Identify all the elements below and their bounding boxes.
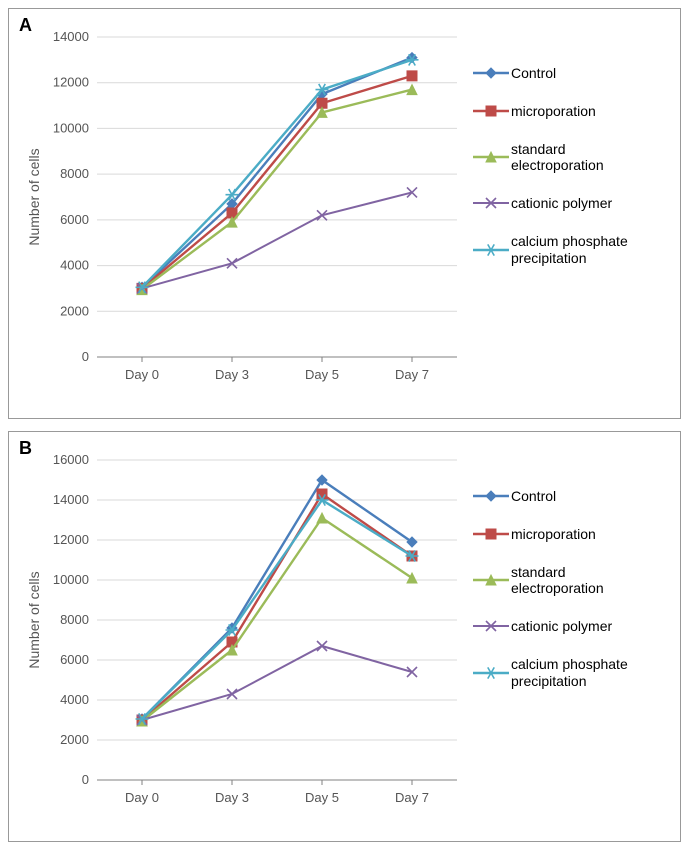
xtick-label: Day 5 [305,367,339,382]
legend-item: Control [471,488,674,504]
legend-marker-icon [471,526,511,542]
legend-marker-icon [471,488,511,504]
chart-area: 0 2000 4000 6000 8000 10000 12000 14000 Day 0 Day… [19,15,467,412]
xtick-label: Day 3 [215,790,249,805]
ytick-label: 10000 [53,572,89,587]
xtick-label: Day 0 [125,790,159,805]
legend-marker-icon [471,195,511,211]
xtick-label: Day 0 [125,367,159,382]
chart-panel-A: A 0 2000 4000 6000 8000 10000 12000 14000 Day 0 Da… [8,8,681,419]
ytick-label: 0 [82,349,89,364]
ytick-label: 10000 [53,120,89,135]
legend-label: Control [511,65,556,81]
legend-marker-icon [471,65,511,81]
ytick-label: 2000 [60,732,89,747]
legend-item: standard electroporation [471,564,674,596]
legend-label: microporation [511,103,596,119]
legend: Control microporation standard electropora… [467,15,674,288]
legend-label: cationic polymer [511,195,612,211]
figure-root: A 0 2000 4000 6000 8000 10000 12000 14000 Day 0 Da… [8,8,681,842]
legend-label: standard electroporation [511,564,661,596]
legend-item: microporation [471,103,674,119]
ytick-label: 8000 [60,612,89,627]
ytick-label: 12000 [53,532,89,547]
xtick-label: Day 5 [305,790,339,805]
ytick-label: 12000 [53,75,89,90]
legend-item: cationic polymer [471,618,674,634]
panel-label: B [19,438,32,459]
legend-label: calcium phosphate precipitation [511,656,661,688]
ytick-label: 2000 [60,303,89,318]
panel-label: A [19,15,32,36]
ytick-label: 4000 [60,258,89,273]
chart-panel-B: B 0 2000 4000 6000 8000 10000 12000 14000 16000 Da… [8,431,681,842]
legend-item: calcium phosphate precipitation [471,656,674,688]
ylabel: Number of cells [26,571,42,668]
legend-marker-icon [471,618,511,634]
legend-marker-icon [471,665,511,681]
ytick-label: 14000 [53,492,89,507]
ytick-label: 0 [82,772,89,787]
legend-marker-icon [471,572,511,588]
legend: Control microporation standard electropora… [467,438,674,711]
legend-label: standard electroporation [511,141,661,173]
ytick-label: 8000 [60,166,89,181]
xtick-label: Day 7 [395,367,429,382]
legend-item: cationic polymer [471,195,674,211]
legend-item: Control [471,65,674,81]
legend-label: Control [511,488,556,504]
legend-marker-icon [471,103,511,119]
legend-item: calcium phosphate precipitation [471,233,674,265]
ytick-label: 6000 [60,212,89,227]
ylabel: Number of cells [26,148,42,245]
legend-marker-icon [471,149,511,165]
chart-area: 0 2000 4000 6000 8000 10000 12000 14000 16000 Day… [19,438,467,835]
legend-label: calcium phosphate precipitation [511,233,661,265]
ytick-label: 6000 [60,652,89,667]
ytick-label: 16000 [53,452,89,467]
ytick-label: 14000 [53,29,89,44]
xtick-label: Day 7 [395,790,429,805]
legend-marker-icon [471,242,511,258]
ytick-label: 4000 [60,692,89,707]
legend-label: cationic polymer [511,618,612,634]
xtick-label: Day 3 [215,367,249,382]
legend-item: standard electroporation [471,141,674,173]
legend-label: microporation [511,526,596,542]
legend-item: microporation [471,526,674,542]
